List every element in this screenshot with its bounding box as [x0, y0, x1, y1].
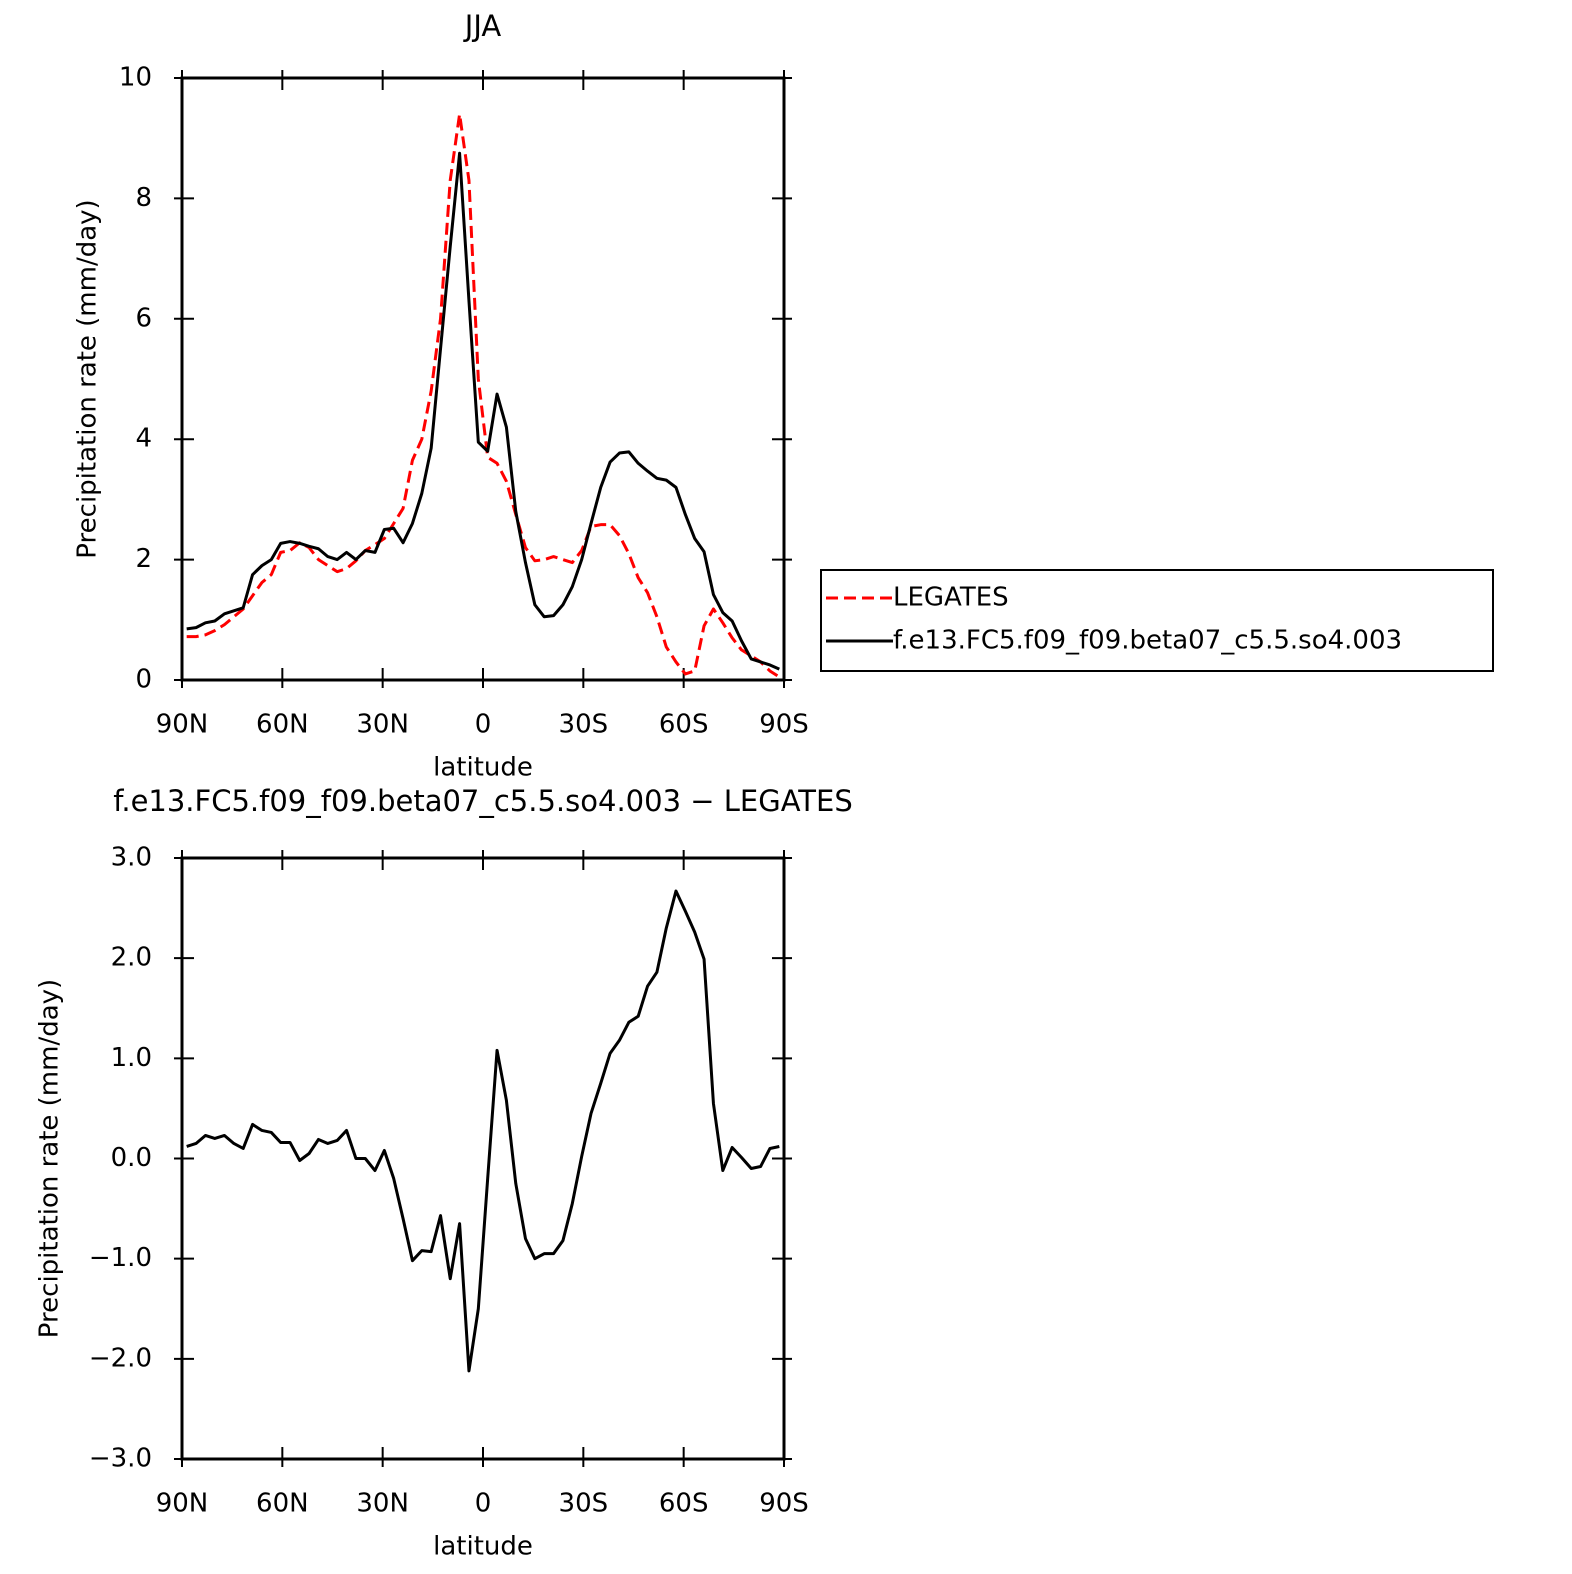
- x-tick-label: 30N: [356, 710, 409, 740]
- x-tick-label: 0: [475, 710, 492, 740]
- y-tick-label: 0.0: [111, 1143, 152, 1173]
- legend-box: [820, 569, 1494, 672]
- chart-title: JJA: [463, 9, 502, 43]
- x-tick-label: 60S: [659, 710, 709, 740]
- y-tick-label: −3.0: [89, 1444, 152, 1474]
- data-line: [186, 151, 780, 671]
- x-tick-label: 90S: [759, 710, 809, 740]
- x-tick-label: 90S: [759, 1489, 809, 1519]
- y-tick-label: 3.0: [111, 843, 152, 873]
- y-tick-label: 2.0: [111, 943, 152, 973]
- x-tick-label: 0: [475, 1489, 492, 1519]
- legend-label: f.e13.FC5.f09_f09.beta07_c5.5.so4.003: [893, 626, 1402, 656]
- y-axis-label: Precipitation rate (mm/day): [35, 979, 65, 1338]
- x-tick-label: 60N: [256, 1489, 309, 1519]
- y-tick-label: 1.0: [111, 1043, 152, 1073]
- data-line: [186, 889, 780, 1373]
- x-tick-label: 60S: [659, 1489, 709, 1519]
- x-tick-label: 60N: [256, 710, 309, 740]
- x-axis-label: latitude: [433, 1532, 533, 1562]
- y-tick-label: 6: [135, 303, 152, 333]
- plot-frame: [180, 856, 786, 1461]
- plot-frame: [180, 76, 786, 682]
- y-tick-label: −1.0: [89, 1243, 152, 1273]
- x-tick-label: 30N: [356, 1489, 409, 1519]
- y-tick-label: 2: [135, 544, 152, 574]
- chart-title: f.e13.FC5.f09_f09.beta07_c5.5.so4.003 − …: [113, 784, 853, 818]
- x-axis-label: latitude: [433, 753, 533, 783]
- y-tick-label: 8: [135, 183, 152, 213]
- x-tick-label: 30S: [559, 1489, 609, 1519]
- y-tick-label: 0: [135, 665, 152, 695]
- x-tick-label: 90N: [156, 1489, 209, 1519]
- legend-label: LEGATES: [893, 583, 1009, 613]
- y-tick-label: −2.0: [89, 1343, 152, 1373]
- x-tick-label: 30S: [559, 710, 609, 740]
- x-tick-label: 90N: [156, 710, 209, 740]
- y-tick-label: 4: [135, 424, 152, 454]
- y-axis-label: Precipitation rate (mm/day): [73, 199, 103, 558]
- y-tick-label: 10: [119, 63, 152, 93]
- data-line: [186, 112, 781, 679]
